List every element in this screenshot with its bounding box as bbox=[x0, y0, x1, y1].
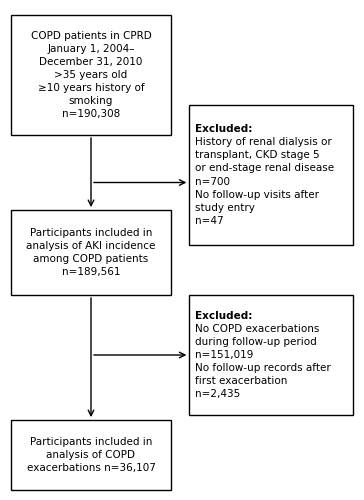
Text: n=700: n=700 bbox=[195, 176, 230, 186]
Text: Excluded:: Excluded: bbox=[195, 124, 252, 134]
Text: December 31, 2010: December 31, 2010 bbox=[39, 57, 143, 67]
Text: n=190,308: n=190,308 bbox=[62, 109, 120, 119]
Text: >35 years old: >35 years old bbox=[54, 70, 128, 80]
Text: analysis of AKI incidence: analysis of AKI incidence bbox=[26, 241, 156, 251]
Text: study entry: study entry bbox=[195, 202, 254, 212]
Text: transplant, CKD stage 5: transplant, CKD stage 5 bbox=[195, 150, 319, 160]
Text: January 1, 2004–: January 1, 2004– bbox=[47, 44, 135, 54]
Text: No follow-up records after: No follow-up records after bbox=[195, 363, 331, 373]
FancyBboxPatch shape bbox=[189, 105, 353, 245]
Text: first exacerbation: first exacerbation bbox=[195, 376, 287, 386]
Text: or end-stage renal disease: or end-stage renal disease bbox=[195, 164, 334, 173]
FancyBboxPatch shape bbox=[11, 210, 171, 295]
Text: Participants included in: Participants included in bbox=[30, 437, 152, 447]
Text: n=151,019: n=151,019 bbox=[195, 350, 253, 360]
FancyBboxPatch shape bbox=[11, 420, 171, 490]
Text: n=47: n=47 bbox=[195, 216, 223, 226]
FancyBboxPatch shape bbox=[189, 295, 353, 415]
Text: n=189,561: n=189,561 bbox=[62, 267, 120, 277]
Text: COPD patients in CPRD: COPD patients in CPRD bbox=[31, 31, 151, 41]
Text: No follow-up visits after: No follow-up visits after bbox=[195, 190, 319, 200]
Text: n=2,435: n=2,435 bbox=[195, 389, 240, 399]
Text: smoking: smoking bbox=[69, 96, 113, 106]
FancyBboxPatch shape bbox=[11, 15, 171, 135]
Text: among COPD patients: among COPD patients bbox=[33, 254, 149, 264]
Text: History of renal dialysis or: History of renal dialysis or bbox=[195, 138, 332, 147]
Text: analysis of COPD: analysis of COPD bbox=[47, 450, 135, 460]
Text: Excluded:: Excluded: bbox=[195, 311, 252, 321]
Text: exacerbations n=36,107: exacerbations n=36,107 bbox=[27, 463, 155, 473]
Text: Participants included in: Participants included in bbox=[30, 228, 152, 238]
Text: No COPD exacerbations: No COPD exacerbations bbox=[195, 324, 319, 334]
Text: ≥10 years history of: ≥10 years history of bbox=[38, 83, 144, 93]
Text: during follow-up period: during follow-up period bbox=[195, 337, 316, 347]
